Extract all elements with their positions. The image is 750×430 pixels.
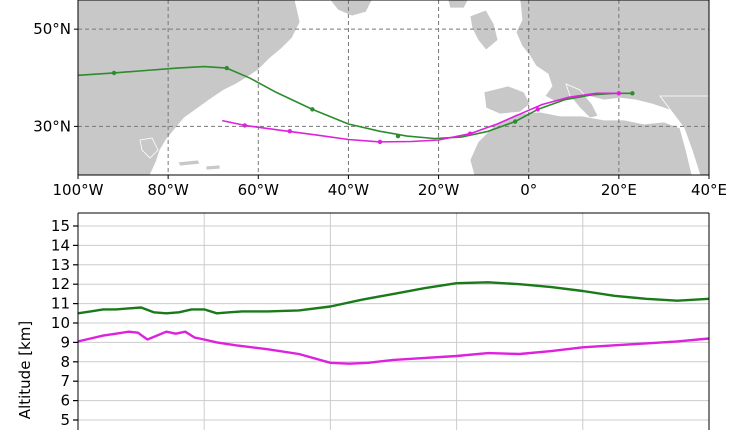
- altitude-series: [77, 281, 710, 365]
- trajectory-marker-2: [242, 123, 247, 128]
- map-x-tick-label: 60°W: [238, 181, 280, 199]
- florida-land: [139, 137, 159, 159]
- altitude-line-1: [77, 281, 710, 315]
- map-x-tick-label: 20°W: [418, 181, 460, 199]
- land-masses: [77, 0, 710, 176]
- map-y-tick-label: 50°N: [33, 20, 71, 38]
- map-x-tick-label: 0°: [520, 181, 537, 199]
- iberia-land: [483, 85, 531, 115]
- altitude-y-tick-label: 15: [51, 217, 70, 235]
- altitude-y-tick-label: 10: [51, 314, 70, 332]
- trajectory-marker-1: [630, 91, 635, 96]
- altitude-y-tick-label: 9: [60, 333, 70, 351]
- altitude-y-tick-label: 13: [51, 256, 70, 274]
- altitude-line-2: [77, 330, 710, 365]
- altitude-y-tick-label: 6: [60, 392, 70, 410]
- altitude-y-tick-label: 14: [51, 236, 70, 254]
- altitude-y-tick-label: 12: [51, 275, 70, 293]
- map-trajectories: [77, 65, 635, 145]
- altitude-y-tick-label: 5: [60, 411, 70, 429]
- map-y-tick-label: 30°N: [33, 117, 71, 135]
- trajectory-line-2: [222, 92, 619, 143]
- trajectory-marker-2: [377, 139, 383, 145]
- map-gridlines: [78, 0, 709, 175]
- altitude-y-tick-label: 7: [60, 372, 70, 390]
- caribbean-island: [205, 164, 221, 171]
- trajectory-marker-2: [535, 107, 540, 112]
- map-frame: [77, 0, 710, 176]
- map-x-tick-label: 100°W: [53, 181, 104, 199]
- caribbean-island: [177, 159, 201, 167]
- altitude-y-tick-label: 8: [60, 353, 70, 371]
- british-isles-land: [469, 9, 499, 51]
- map-x-tick-label: 80°W: [147, 181, 189, 199]
- map-x-tick-label: 40°E: [691, 181, 727, 199]
- map-x-ticks: 100°W 80°W 60°W 40°W 20°W 0° 20°E 40°E: [53, 175, 727, 199]
- altitude-y-axis-label: Altitude [km]: [16, 321, 34, 419]
- trajectory-marker-1: [310, 107, 315, 112]
- altitude-plot-background: [78, 213, 709, 430]
- map-panel: 100°W 80°W 60°W 40°W 20°W 0° 20°E 40°E 30°N 50°N: [33, 0, 727, 199]
- map-y-ticks: 30°N 50°N: [33, 20, 78, 135]
- north-america-land: [77, 0, 301, 176]
- trajectory-marker-1: [512, 119, 518, 124]
- map-x-tick-label: 40°W: [328, 181, 370, 199]
- trajectory-marker-2: [287, 129, 293, 134]
- trajectory-marker-1: [224, 65, 229, 71]
- trajectory-marker-1: [395, 133, 401, 139]
- map-x-tick-label: 20°E: [601, 181, 637, 199]
- iceland-land: [447, 0, 469, 9]
- altitude-y-tick-label: 11: [51, 295, 70, 313]
- trajectory-line-1: [77, 65, 633, 140]
- altitude-gridlines: [78, 213, 709, 430]
- trajectory-marker-1: [111, 70, 117, 76]
- greenland-land: [329, 0, 373, 17]
- trajectory-marker-2: [616, 91, 622, 96]
- trajectory-marker-2: [467, 131, 473, 136]
